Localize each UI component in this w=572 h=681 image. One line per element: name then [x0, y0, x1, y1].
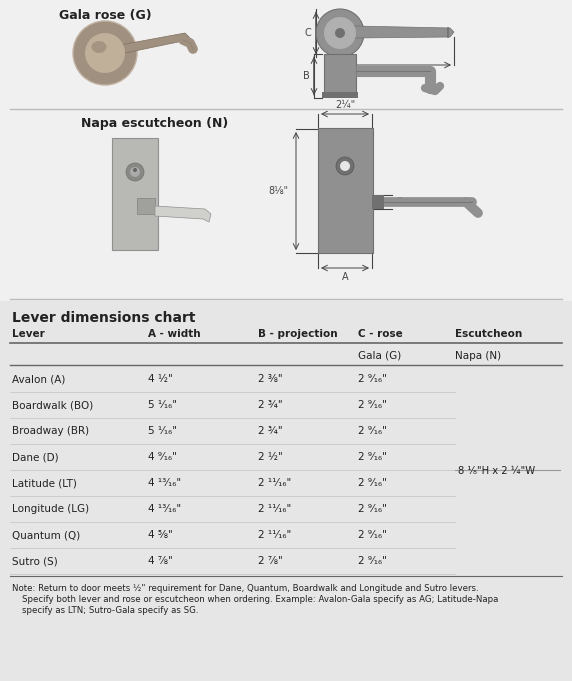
Circle shape: [85, 33, 125, 73]
Text: Specify both lever and rose or escutcheon when ordering. Example: Avalon-Gala sp: Specify both lever and rose or escutcheo…: [22, 595, 498, 604]
Ellipse shape: [92, 41, 106, 53]
Text: specify as LTN; Sutro-Gala specify as SG.: specify as LTN; Sutro-Gala specify as SG…: [22, 606, 198, 615]
Polygon shape: [120, 33, 190, 53]
Text: 2 ⁹⁄₁₆": 2 ⁹⁄₁₆": [358, 556, 387, 566]
Text: Dane (D): Dane (D): [12, 452, 58, 462]
Circle shape: [126, 163, 144, 181]
FancyBboxPatch shape: [112, 138, 158, 250]
Text: 2 ⁹⁄₁₆": 2 ⁹⁄₁₆": [358, 478, 387, 488]
Circle shape: [340, 161, 350, 171]
Text: 2 ¾": 2 ¾": [258, 426, 283, 436]
Text: A: A: [341, 272, 348, 282]
Circle shape: [130, 167, 140, 177]
Text: C: C: [305, 28, 311, 38]
Text: A - width: A - width: [148, 329, 201, 339]
Text: Napa escutcheon (N): Napa escutcheon (N): [81, 116, 229, 129]
Text: Avalon (A): Avalon (A): [12, 374, 65, 384]
Text: 4 ½": 4 ½": [148, 374, 173, 384]
Text: Sutro (S): Sutro (S): [12, 556, 58, 566]
Text: 2 ⁹⁄₁₆": 2 ⁹⁄₁₆": [358, 452, 387, 462]
Text: B: B: [303, 71, 309, 81]
Text: 5 ¹⁄₁₆": 5 ¹⁄₁₆": [148, 426, 177, 436]
Text: Broadway (BR): Broadway (BR): [12, 426, 89, 436]
FancyBboxPatch shape: [318, 128, 373, 253]
Circle shape: [336, 157, 354, 175]
Polygon shape: [155, 206, 211, 222]
Text: Lever: Lever: [12, 329, 45, 339]
Text: 2¼": 2¼": [335, 100, 355, 110]
Text: 4 ¹³⁄₁₆": 4 ¹³⁄₁₆": [148, 504, 181, 514]
Text: 2 ¹¹⁄₁₆": 2 ¹¹⁄₁₆": [258, 478, 291, 488]
Text: 4 ⅞": 4 ⅞": [148, 556, 173, 566]
Text: 2 ⁹⁄₁₆": 2 ⁹⁄₁₆": [358, 530, 387, 540]
Text: 2 ⁹⁄₁₆": 2 ⁹⁄₁₆": [358, 426, 387, 436]
Polygon shape: [354, 26, 454, 38]
Circle shape: [133, 168, 137, 172]
Text: Note: Return to door meets ½" requirement for Dane, Quantum, Boardwalk and Longi: Note: Return to door meets ½" requiremen…: [12, 584, 479, 593]
Text: Quantum (Q): Quantum (Q): [12, 530, 80, 540]
Text: 2 ⅞": 2 ⅞": [258, 556, 283, 566]
Text: 2 ¹¹⁄₁₆": 2 ¹¹⁄₁₆": [258, 530, 291, 540]
Text: C - rose: C - rose: [358, 329, 403, 339]
Text: 8⅛": 8⅛": [268, 186, 288, 196]
Circle shape: [335, 28, 345, 38]
Text: 4 ⅝": 4 ⅝": [148, 530, 173, 540]
Text: Gala (G): Gala (G): [358, 351, 401, 361]
FancyBboxPatch shape: [137, 198, 155, 214]
Text: 2 ⅜": 2 ⅜": [258, 374, 283, 384]
Text: A: A: [387, 68, 394, 78]
Text: 2 ⁹⁄₁₆": 2 ⁹⁄₁₆": [358, 374, 387, 384]
Text: 2 ⁹⁄₁₆": 2 ⁹⁄₁₆": [358, 504, 387, 514]
Text: 2 ⁹⁄₁₆": 2 ⁹⁄₁₆": [358, 400, 387, 410]
Text: B: B: [396, 197, 403, 207]
Circle shape: [73, 21, 137, 85]
Circle shape: [316, 9, 364, 57]
Text: 4 ⁹⁄₁₆": 4 ⁹⁄₁₆": [148, 452, 177, 462]
Circle shape: [324, 17, 356, 49]
Text: Gala rose (G): Gala rose (G): [59, 8, 152, 22]
Text: Escutcheon: Escutcheon: [455, 329, 522, 339]
FancyBboxPatch shape: [372, 195, 384, 209]
Text: Latitude (LT): Latitude (LT): [12, 478, 77, 488]
Text: 5 ¹⁄₁₆": 5 ¹⁄₁₆": [148, 400, 177, 410]
Text: 2 ¾": 2 ¾": [258, 400, 283, 410]
Text: 8 ¹⁄₈"H x 2 ¼"W: 8 ¹⁄₈"H x 2 ¼"W: [458, 466, 535, 476]
Text: Boardwalk (BO): Boardwalk (BO): [12, 400, 93, 410]
Text: 2 ½": 2 ½": [258, 452, 283, 462]
Text: Longitude (LG): Longitude (LG): [12, 504, 89, 514]
Text: 4 ¹³⁄₁₆": 4 ¹³⁄₁₆": [148, 478, 181, 488]
Text: 2 ¹¹⁄₁₆": 2 ¹¹⁄₁₆": [258, 504, 291, 514]
Text: B - projection: B - projection: [258, 329, 337, 339]
Text: Lever dimensions chart: Lever dimensions chart: [12, 311, 196, 325]
Text: Napa (N): Napa (N): [455, 351, 501, 361]
FancyBboxPatch shape: [324, 54, 356, 96]
FancyBboxPatch shape: [0, 0, 572, 301]
FancyBboxPatch shape: [322, 92, 358, 98]
